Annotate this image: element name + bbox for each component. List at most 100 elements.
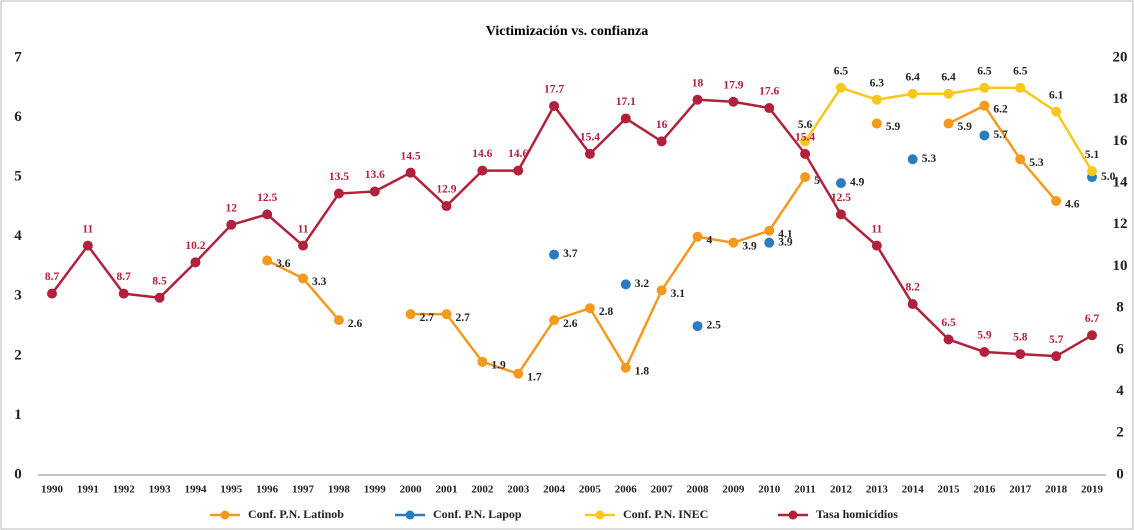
legend-marker <box>405 510 415 520</box>
data-label: 17.6 <box>759 86 779 98</box>
x-tick-label: 2013 <box>866 484 889 496</box>
data-label: 4.9 <box>850 177 865 189</box>
data-label: 2.7 <box>420 312 435 324</box>
data-point <box>118 288 129 299</box>
data-label: 3.7 <box>563 248 578 260</box>
data-point <box>1087 166 1097 177</box>
x-tick-label: 1991 <box>77 484 99 496</box>
data-point <box>549 315 560 326</box>
x-tick-label: 2000 <box>400 484 423 496</box>
data-label: 5.3 <box>1029 157 1044 169</box>
data-label: 3.1 <box>671 288 686 300</box>
data-point <box>513 368 524 379</box>
data-point <box>549 100 560 111</box>
data-point <box>298 240 309 251</box>
chart-title: Victimización vs. confianza <box>486 24 648 39</box>
x-tick-label: 2009 <box>722 484 745 496</box>
legend-label: Conf. P.N. Lapop <box>433 507 522 521</box>
data-label: 11 <box>871 223 882 235</box>
data-point <box>369 186 380 197</box>
data-label: 6.4 <box>941 71 956 83</box>
x-tick-label: 2010 <box>758 484 781 496</box>
x-tick-label: 1995 <box>220 484 243 496</box>
x-tick-label: 2016 <box>973 484 996 496</box>
data-label: 5.9 <box>977 330 992 342</box>
data-point <box>477 165 488 176</box>
data-label: 5.0 <box>1101 171 1116 183</box>
data-label: 6.5 <box>941 317 956 329</box>
data-point <box>441 309 452 320</box>
data-point <box>298 273 309 284</box>
data-point <box>764 225 775 236</box>
data-point <box>656 136 667 147</box>
y-tick-label: 1 <box>14 407 22 423</box>
data-point <box>943 334 954 345</box>
data-point <box>979 100 990 111</box>
x-tick-label: 2017 <box>1009 484 1032 496</box>
data-point <box>584 148 595 159</box>
data-label: 1.8 <box>635 365 650 377</box>
data-label: 6.5 <box>834 65 849 77</box>
x-tick-label: 1993 <box>149 484 172 496</box>
x-tick-label: 2006 <box>615 484 638 496</box>
data-point <box>692 231 703 242</box>
data-point <box>1087 330 1097 341</box>
x-tick-label: 1994 <box>184 484 207 496</box>
data-point <box>871 118 882 129</box>
data-label: 8.2 <box>906 282 921 294</box>
x-tick-label: 1996 <box>256 484 279 496</box>
data-point <box>190 257 201 268</box>
data-label: 14.6 <box>508 148 528 160</box>
y2-tick-label: 18 <box>1113 91 1128 107</box>
legend-marker <box>595 510 605 520</box>
data-label: 4.6 <box>1065 199 1080 211</box>
data-label: 4.1 <box>778 228 793 240</box>
y2-tick-label: 16 <box>1113 133 1129 149</box>
data-point <box>262 209 273 220</box>
y2-tick-label: 0 <box>1116 466 1124 482</box>
y-tick-label: 7 <box>14 49 22 65</box>
data-label: 15.4 <box>580 132 600 144</box>
x-tick-label: 2011 <box>794 484 815 496</box>
data-label: 16 <box>656 119 668 131</box>
x-tick-label: 2003 <box>507 484 530 496</box>
x-tick-label: 1992 <box>113 484 136 496</box>
x-tick-label: 2004 <box>543 484 566 496</box>
data-label: 5.6 <box>798 119 813 131</box>
y2-tick-label: 6 <box>1116 341 1124 357</box>
data-label: 17.7 <box>544 84 564 96</box>
x-tick-label: 2007 <box>651 484 674 496</box>
data-label: 6.3 <box>870 77 885 89</box>
data-label: 3.9 <box>778 236 793 248</box>
x-tick-label: 2002 <box>471 484 494 496</box>
data-point <box>405 309 416 320</box>
data-point <box>764 237 775 248</box>
x-tick-label: 2014 <box>902 484 925 496</box>
data-label: 11 <box>82 223 93 235</box>
data-point <box>943 88 954 99</box>
data-label: 2.5 <box>707 320 722 332</box>
data-point <box>979 346 990 357</box>
data-point <box>1051 351 1062 362</box>
data-point <box>154 292 165 303</box>
data-label: 14.6 <box>472 148 492 160</box>
data-point <box>764 103 775 114</box>
data-point <box>333 188 344 199</box>
data-point <box>871 94 882 105</box>
data-label: 5.3 <box>922 153 937 165</box>
legend-label: Tasa homicidios <box>816 507 898 521</box>
x-tick-label: 2018 <box>1045 484 1068 496</box>
data-label: 6.1 <box>1049 89 1064 101</box>
data-label: 8.7 <box>117 271 132 283</box>
data-point <box>728 96 739 107</box>
data-point <box>692 321 703 332</box>
data-label: 5.7 <box>1049 334 1064 346</box>
data-point <box>800 148 811 159</box>
data-label: 1.9 <box>491 359 506 371</box>
data-label: 4 <box>707 234 713 246</box>
data-point <box>1051 106 1062 117</box>
data-label: 2.6 <box>563 318 578 330</box>
data-point <box>620 279 631 290</box>
data-point <box>1015 154 1026 165</box>
data-label: 10.2 <box>185 240 205 252</box>
